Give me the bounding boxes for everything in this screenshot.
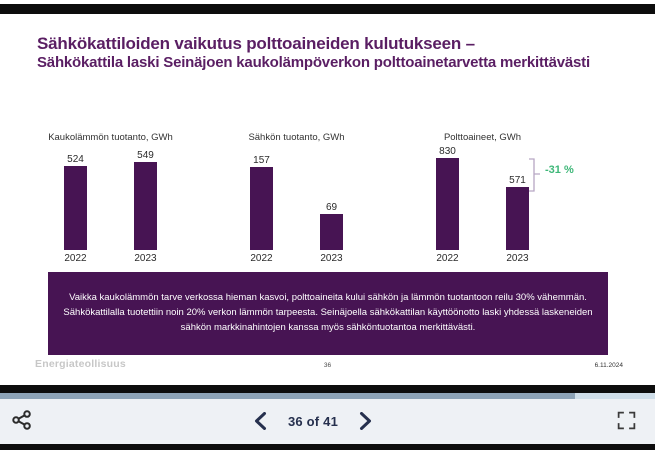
chart-electricity-production: Sähkön tuotanto, GWh 157 2022 69 2023 (226, 132, 367, 266)
bar (436, 158, 459, 250)
bar-year-label: 2023 (506, 253, 529, 264)
bar-value-label: 524 (67, 154, 84, 165)
bar-value-label: 157 (253, 155, 270, 166)
bar-year-label: 2022 (436, 253, 459, 264)
window-top-bar (0, 4, 655, 14)
window-bottom-bar (0, 444, 655, 450)
brand-wordmark: Energiateollisuus (35, 358, 126, 370)
bar-year-label: 2023 (134, 253, 157, 264)
next-page-button[interactable] (358, 411, 374, 431)
chart-district-heat-production: Kaukolämmön tuotanto, GWh 524 2022 549 2023 (40, 132, 181, 266)
bar-column: 830 2022 (436, 146, 459, 266)
bar (506, 187, 529, 250)
delta-percentage-label: -31 % (545, 164, 574, 176)
bar-year-label: 2022 (250, 253, 273, 264)
document-progress-bar[interactable] (0, 393, 655, 399)
previous-page-button[interactable] (252, 411, 268, 431)
slide-footer: Energiateollisuus 36 6.11.2024 (0, 356, 655, 376)
chart-title: Kaukolämmön tuotanto, GWh (48, 132, 173, 143)
document-progress-fill (0, 393, 575, 399)
bar (134, 162, 157, 250)
slide-page-number: 36 (323, 362, 332, 369)
bar-value-label: 830 (439, 146, 456, 157)
bar-value-label: 69 (325, 202, 338, 213)
bar-year-label: 2022 (64, 253, 87, 264)
fullscreen-icon (617, 411, 635, 429)
bar-column: 571 2023 (506, 175, 529, 266)
chart-bars: 157 2022 69 2023 (226, 144, 367, 266)
chevron-left-icon (254, 412, 266, 430)
callout-text: Vaikka kaukolämmön tarve verkossa hieman… (63, 292, 593, 333)
page-indicator: 36 of 41 (287, 413, 338, 429)
chevron-right-icon (360, 412, 372, 430)
share-icon (12, 410, 31, 430)
chart-title: Sähkön tuotanto, GWh (248, 132, 345, 143)
bar (250, 167, 273, 250)
bar-value-label: 571 (509, 175, 526, 186)
chart-bars: 830 2022 571 2023 (412, 144, 553, 266)
fullscreen-button[interactable] (610, 405, 642, 435)
bar-column: 69 2023 (320, 202, 343, 266)
slide-date: 6.11.2024 (594, 362, 623, 369)
chart-title: Polttoaineet, GWh (443, 132, 522, 143)
bar (64, 166, 87, 250)
chart-bars: 524 2022 549 2023 (40, 144, 181, 266)
bar-column: 549 2023 (134, 150, 157, 266)
slide-page: Sähkökattiloiden vaikutus polttoaineiden… (0, 14, 655, 385)
viewer-toolbar: 36 of 41 (0, 399, 655, 444)
callout-box: Vaikka kaukolämmön tarve verkossa hieman… (48, 272, 608, 355)
bar-year-label: 2023 (320, 253, 343, 264)
slide-title: Sähkökattiloiden vaikutus polttoaineiden… (37, 33, 612, 73)
slide-title-line2: Sähkökattila laski Seinäjoen kaukolämpöv… (37, 54, 590, 72)
bar-value-label: 549 (137, 150, 154, 161)
bar-column: 157 2022 (250, 155, 273, 266)
delta-bracket (529, 158, 540, 192)
bar-column: 524 2022 (64, 154, 87, 266)
viewer-divider-bar (0, 385, 655, 393)
share-button[interactable] (7, 404, 37, 436)
bar (320, 214, 343, 250)
page-navigation: 36 of 41 (252, 403, 374, 439)
chart-fuels: Polttoaineet, GWh 830 2022 571 2023 (412, 132, 553, 266)
slide-title-line1: Sähkökattiloiden vaikutus polttoaineiden… (37, 34, 475, 53)
